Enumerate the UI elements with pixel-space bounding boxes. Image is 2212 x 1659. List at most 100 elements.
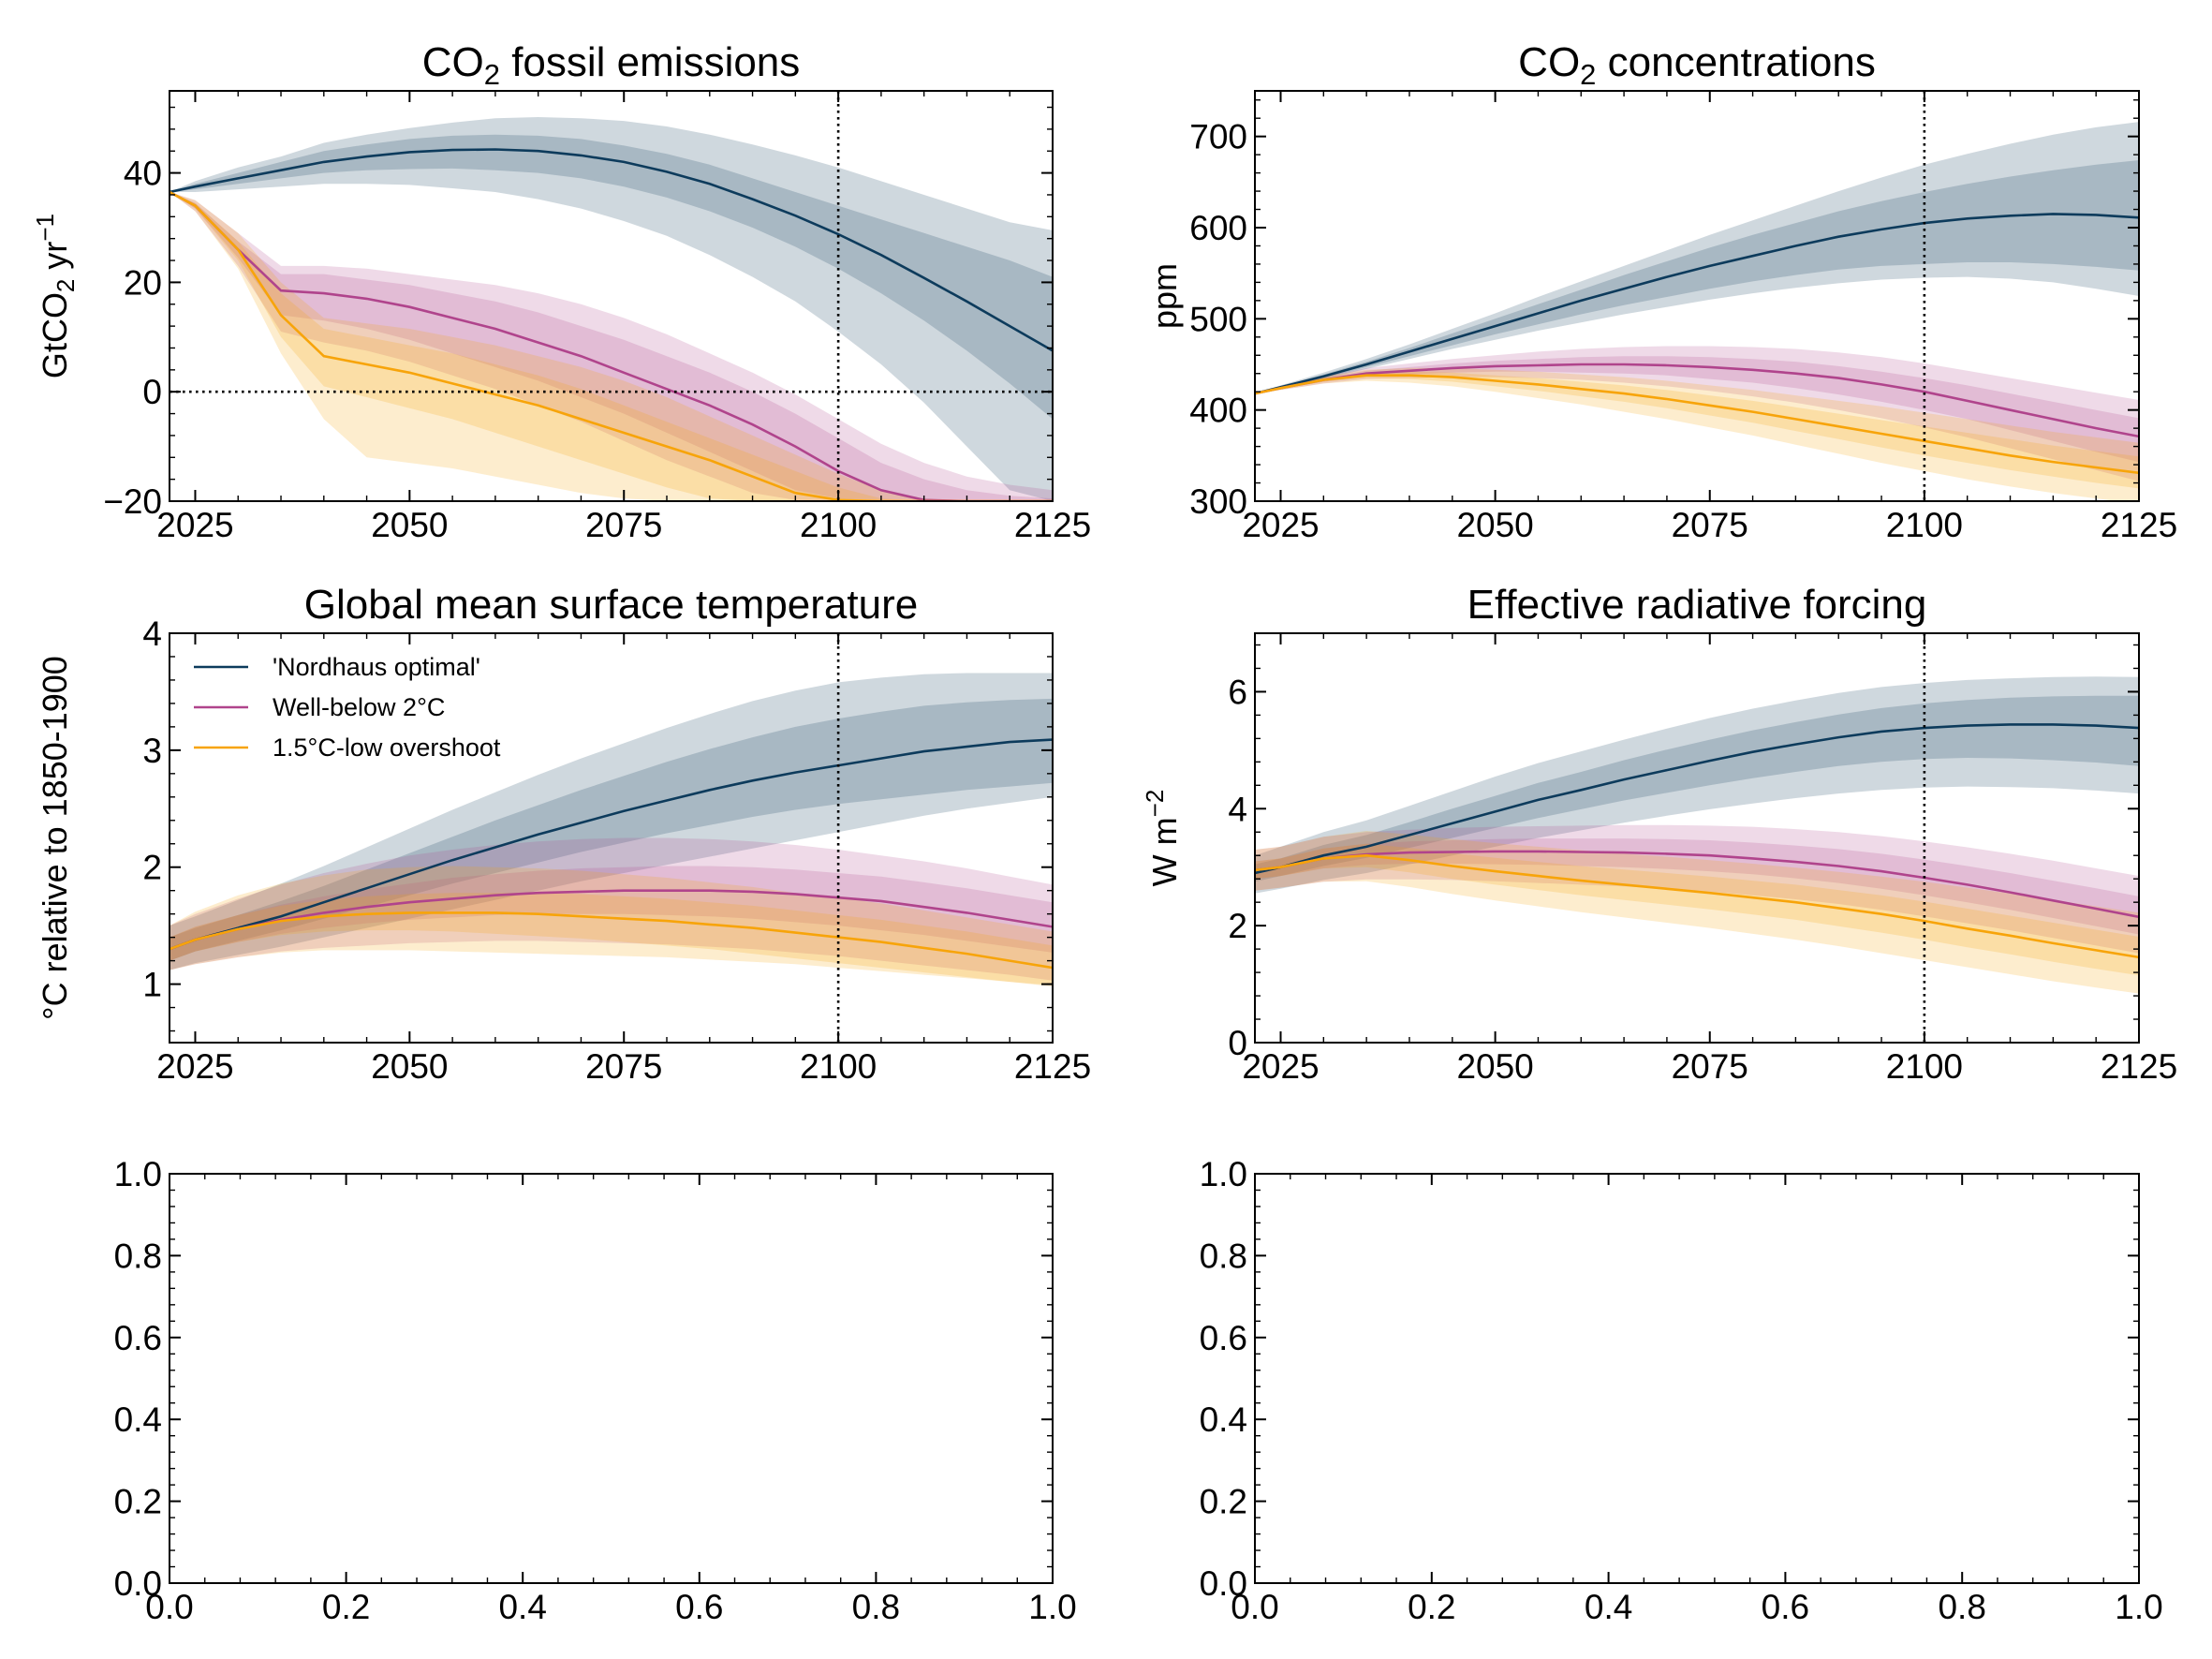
axes-frame bbox=[169, 632, 1054, 1044]
well-below-2-c-band-33-67 bbox=[170, 866, 1053, 961]
title-subscript: 2 bbox=[484, 58, 500, 91]
y-tick-label: 0.2 bbox=[1200, 1483, 1247, 1521]
x-tick-label: 0.2 bbox=[1408, 1588, 1455, 1626]
y-tick-label: 6 bbox=[1228, 673, 1247, 711]
nordhaus-optimal-median-line bbox=[170, 738, 1053, 951]
y-axis-label: °C relative to 1850-1900 bbox=[36, 656, 74, 1020]
x-tick-label: 2100 bbox=[800, 506, 877, 544]
axes-frame bbox=[1254, 632, 2140, 1044]
1-5-c-low-overshoot-median-line bbox=[170, 911, 1053, 970]
y-tick-label: −20 bbox=[103, 482, 162, 521]
1-5-c-low-overshoot-band-33-67 bbox=[1255, 371, 2139, 489]
1-5-c-low-overshoot-median-line bbox=[1255, 374, 2139, 475]
x-tick-label: 2050 bbox=[371, 1047, 448, 1086]
x-tick-label: 1.0 bbox=[1028, 1588, 1076, 1626]
y-tick-label: 0 bbox=[1228, 1024, 1247, 1062]
plot-area bbox=[1255, 91, 2139, 501]
1-5-c-low-overshoot-band-33-67 bbox=[170, 893, 1053, 987]
y-tick-label: 2 bbox=[1228, 907, 1247, 945]
nordhaus-optimal-median-line bbox=[1255, 213, 2139, 395]
chart-co2-concentrations: 2025 2050 2075 2100 2125 300 400 500 600 700 CO2 c… bbox=[1145, 39, 2177, 544]
y-tick-label: 300 bbox=[1189, 482, 1247, 521]
1-5-c-low-overshoot-band-33-67 bbox=[1255, 843, 2139, 976]
x-tick-label: 0.4 bbox=[1585, 1588, 1632, 1626]
x-tick-label: 2050 bbox=[371, 506, 448, 544]
y-tick-label: 500 bbox=[1189, 300, 1247, 338]
well-below-2-c-median-line bbox=[170, 190, 1053, 501]
well-below-2-c-median-line bbox=[1255, 850, 2139, 919]
x-tick-label: 2025 bbox=[156, 506, 233, 544]
legend-label-nordhaus-optimal: 'Nordhaus optimal' bbox=[273, 653, 480, 681]
x-tick-label: 2025 bbox=[156, 1047, 233, 1086]
y-tick-label: 4 bbox=[142, 615, 162, 653]
plot-area bbox=[170, 633, 1053, 1043]
chart-title: Global mean surface temperature bbox=[304, 582, 918, 628]
nordhaus-optimal-band-33-67 bbox=[1255, 695, 2139, 882]
y-tick-label: 0.4 bbox=[114, 1400, 162, 1439]
x-tick-label: 0.4 bbox=[498, 1588, 546, 1626]
x-tick-label: 0.8 bbox=[1938, 1588, 1985, 1626]
nordhaus-optimal-band-5-95 bbox=[1255, 122, 2139, 394]
well-below-2-c-median-line bbox=[170, 889, 1053, 951]
chart-title: Effective radiative forcing bbox=[1467, 582, 1927, 628]
nordhaus-optimal-band-33-67 bbox=[170, 134, 1053, 420]
x-tick-label: 1.0 bbox=[2115, 1588, 2162, 1626]
title-subscript: 2 bbox=[1580, 58, 1596, 91]
y-tick-label: 0.0 bbox=[114, 1564, 162, 1603]
chart-empty-left: 0.0 0.2 0.4 0.6 0.8 1.0 0.0 0.2 0.4 0.6 0.8 1.0 bbox=[114, 1155, 1077, 1626]
axes-frame bbox=[1254, 1173, 2140, 1584]
y-axis-label-part: GtCO bbox=[36, 292, 74, 378]
y-tick-label: 2 bbox=[142, 849, 162, 887]
1-5-c-low-overshoot-band-5-95 bbox=[170, 866, 1053, 985]
y-axis-label: ppm bbox=[1145, 263, 1184, 329]
chart-title: CO2 fossil emissions bbox=[422, 39, 801, 91]
y-axis-label-part: ppm bbox=[1145, 263, 1184, 329]
plot-area bbox=[170, 91, 1053, 501]
title-text: Global mean surface temperature bbox=[304, 582, 918, 628]
y-axis-label-part: °C relative to 1850-1900 bbox=[36, 656, 74, 1020]
nordhaus-optimal-median-line bbox=[170, 148, 1053, 352]
title-text: Effective radiative forcing bbox=[1467, 582, 1927, 628]
x-tick-label: 2100 bbox=[800, 1047, 877, 1086]
y-tick-label: 0.8 bbox=[114, 1237, 162, 1275]
y-tick-label: 0.4 bbox=[1200, 1400, 1247, 1439]
well-below-2-c-band-33-67 bbox=[170, 192, 1053, 501]
x-tick-label: 2100 bbox=[1886, 506, 1963, 544]
nordhaus-optimal-band-33-67 bbox=[170, 698, 1053, 961]
nordhaus-optimal-band-5-95 bbox=[1255, 676, 2139, 894]
x-tick-label: 2075 bbox=[585, 506, 662, 544]
y-tick-label: 3 bbox=[142, 732, 162, 770]
y-tick-label: 700 bbox=[1189, 118, 1247, 156]
chart-empty-right: 0.0 0.2 0.4 0.6 0.8 1.0 0.0 0.2 0.4 0.6 0.8 1.0 bbox=[1200, 1155, 2163, 1626]
y-axis-label-part: yr bbox=[36, 242, 74, 279]
legend-label-1-5-c-low-overshoot: 1.5°C-low overshoot bbox=[273, 733, 501, 762]
y-tick-label: 0.8 bbox=[1200, 1237, 1247, 1275]
y-tick-label: 1.0 bbox=[1200, 1155, 1247, 1193]
x-tick-label: 2025 bbox=[1242, 1047, 1319, 1086]
nordhaus-optimal-band-5-95 bbox=[170, 117, 1053, 501]
y-tick-label: 600 bbox=[1189, 209, 1247, 247]
title-text: concentrations bbox=[1596, 39, 1875, 85]
title-text: CO bbox=[422, 39, 484, 85]
title-text: CO bbox=[1518, 39, 1580, 85]
x-tick-label: 2050 bbox=[1456, 506, 1533, 544]
y-axis-label-part: 2 bbox=[52, 279, 80, 292]
y-tick-label: 4 bbox=[1228, 790, 1247, 828]
x-tick-label: 2100 bbox=[1886, 1047, 1963, 1086]
1-5-c-low-overshoot-band-5-95 bbox=[1255, 831, 2139, 994]
well-below-2-c-band-33-67 bbox=[1255, 838, 2139, 935]
well-below-2-c-band-5-95 bbox=[1255, 824, 2139, 954]
x-tick-label: 0.2 bbox=[322, 1588, 370, 1626]
y-tick-label: 0.0 bbox=[1200, 1564, 1247, 1603]
x-tick-label: 2125 bbox=[2101, 506, 2177, 544]
y-tick-label: 0.6 bbox=[1200, 1319, 1247, 1357]
x-tick-label: 0.0 bbox=[145, 1588, 193, 1626]
x-tick-label: 0.8 bbox=[852, 1588, 900, 1626]
x-tick-label: 2075 bbox=[585, 1047, 662, 1086]
x-tick-label: 2075 bbox=[1672, 1047, 1748, 1086]
y-axis-label-part: W m bbox=[1145, 817, 1184, 886]
axes-frame bbox=[169, 1173, 1054, 1584]
title-text: fossil emissions bbox=[500, 39, 800, 85]
